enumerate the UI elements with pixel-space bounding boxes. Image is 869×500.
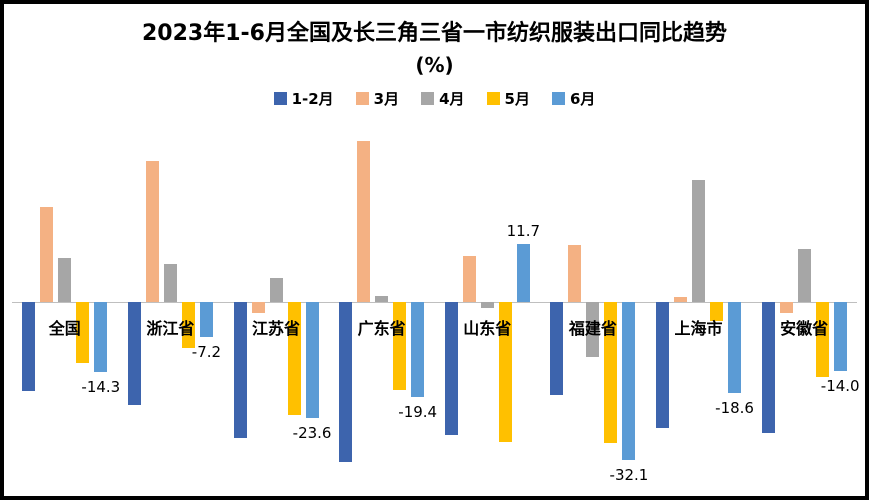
bar-c1-s3 <box>181 301 195 349</box>
category-label-1: 浙江省 <box>146 318 195 338</box>
legend-swatch-0 <box>273 92 287 105</box>
bar-c6-s0 <box>656 301 670 428</box>
legend-item-4: 6月 <box>551 88 596 109</box>
bar-c2-s0 <box>233 301 247 438</box>
bar-c4-s2 <box>480 301 494 309</box>
data-label-c2-s4: -23.6 <box>292 423 332 442</box>
bar-c2-s2 <box>269 277 283 302</box>
bar-c7-s0 <box>761 301 775 433</box>
chart-title-line2: (%) <box>415 53 454 77</box>
bar-c0-s3 <box>76 301 90 364</box>
bar-c5-s1 <box>568 244 582 302</box>
plot-area: -14.3 全国 -7.2 浙江省 -23.6 江苏省 -19.4 广东省 11.7 山东省 -32… <box>12 129 860 484</box>
bar-c1-s4 <box>199 301 213 338</box>
bar-c0-s1 <box>40 206 54 302</box>
bar-c6-s1 <box>674 296 688 302</box>
bar-c3-s3 <box>393 301 407 391</box>
bar-c7-s2 <box>797 248 811 302</box>
bar-c1-s2 <box>163 263 177 302</box>
bar-c3-s0 <box>339 301 353 463</box>
bar-c6-s4 <box>728 301 742 394</box>
chart-title: 2023年1-6月全国及长三角三省一市纺织服装出口同比趋势 (%) <box>4 4 865 80</box>
bar-c4-s3 <box>498 301 512 442</box>
bar-c3-s4 <box>411 301 425 398</box>
data-label-c7-s4: -14.0 <box>820 376 860 395</box>
bar-c5-s4 <box>622 301 636 460</box>
bar-c1-s1 <box>145 160 159 302</box>
bar-c6-s2 <box>692 180 706 302</box>
bar-c2-s3 <box>287 301 301 415</box>
category-label-3: 广东省 <box>357 318 406 338</box>
category-label-0: 全国 <box>48 318 81 338</box>
legend-swatch-4 <box>551 92 565 105</box>
legend-item-0: 1-2月 <box>273 88 334 109</box>
chart-title-line1: 2023年1-6月全国及长三角三省一市纺织服装出口同比趋势 <box>142 21 727 46</box>
data-label-c6-s4: -18.6 <box>715 399 754 418</box>
bar-c4-s4 <box>516 243 530 302</box>
category-label-4: 山东省 <box>463 318 512 338</box>
bar-c0-s4 <box>94 301 108 373</box>
legend-item-3: 5月 <box>486 88 530 109</box>
category-label-2: 江苏省 <box>252 318 301 338</box>
bar-c4-s0 <box>444 301 458 435</box>
bar-c5-s2 <box>586 301 600 358</box>
bar-c0-s2 <box>58 257 72 302</box>
bar-c5-s0 <box>550 301 564 396</box>
legend-swatch-2 <box>421 92 435 105</box>
data-label-c1-s4: -7.2 <box>191 343 222 362</box>
legend-label-0: 1-2月 <box>291 90 334 108</box>
legend-item-2: 4月 <box>421 88 465 109</box>
legend-swatch-1 <box>355 92 369 105</box>
category-label-6: 上海市 <box>674 318 723 338</box>
legend-label-2: 4月 <box>439 90 465 108</box>
x-axis-line <box>12 301 857 303</box>
bar-c2-s1 <box>251 301 265 314</box>
bar-c1-s0 <box>127 301 141 405</box>
bar-c7-s3 <box>815 301 829 377</box>
legend-label-3: 5月 <box>504 90 530 108</box>
data-label-c3-s4: -19.4 <box>398 403 438 422</box>
legend-label-1: 3月 <box>373 90 400 108</box>
legend-swatch-3 <box>486 92 500 105</box>
bar-c7-s1 <box>779 301 793 314</box>
data-label-c5-s4: -32.1 <box>609 465 649 484</box>
data-label-c0-s4: -14.3 <box>81 378 121 397</box>
bar-c5-s3 <box>604 301 618 443</box>
legend: 1-2月 3月 4月 5月 6月 <box>4 88 865 109</box>
legend-item-1: 3月 <box>355 88 400 109</box>
bar-c3-s1 <box>357 141 371 302</box>
bar-c0-s0 <box>22 301 36 391</box>
bar-c2-s4 <box>305 301 319 418</box>
bar-c4-s1 <box>462 255 476 302</box>
data-label-c4-s4: 11.7 <box>506 221 541 240</box>
bar-c6-s3 <box>710 301 724 322</box>
category-label-5: 福建省 <box>568 318 617 338</box>
bar-c7-s4 <box>833 301 847 371</box>
bar-c3-s2 <box>375 295 389 302</box>
category-label-7: 安徽省 <box>780 318 829 338</box>
legend-label-4: 6月 <box>569 90 596 108</box>
